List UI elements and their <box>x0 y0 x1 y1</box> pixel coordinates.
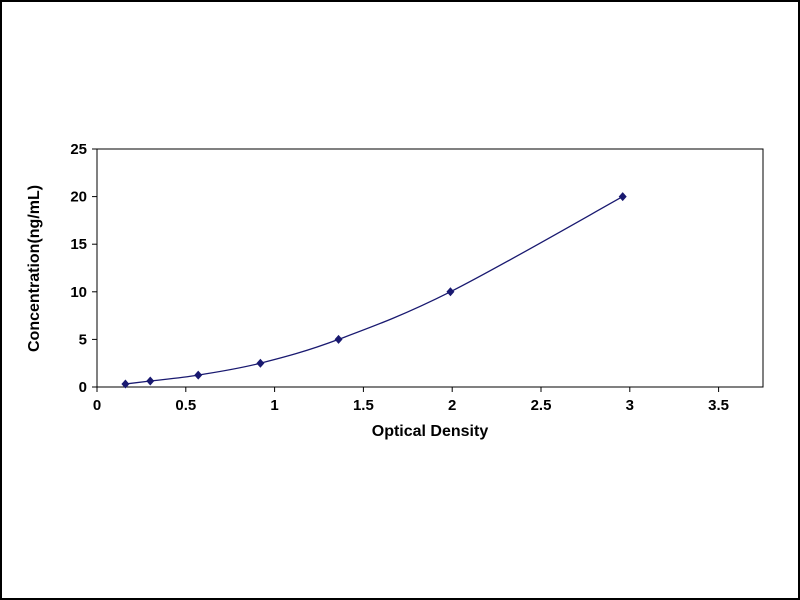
x-axis-title: Optical Density <box>371 423 489 440</box>
y-tick-label: 25 <box>70 141 87 158</box>
data-point-marker <box>194 370 203 380</box>
y-tick-label: 5 <box>79 331 87 348</box>
data-point-marker <box>146 376 155 386</box>
data-point-marker <box>256 358 265 368</box>
x-tick-label: 1.5 <box>353 397 374 414</box>
x-tick-label: 0.5 <box>175 397 196 414</box>
y-tick-label: 15 <box>70 236 87 253</box>
x-tick-label: 2.5 <box>531 397 552 414</box>
y-tick-label: 20 <box>70 189 87 206</box>
x-tick-label: 2 <box>448 397 456 414</box>
y-tick-label: 10 <box>70 284 87 301</box>
data-point-marker <box>446 287 455 297</box>
data-point-marker <box>618 192 627 202</box>
standard-curve-line <box>125 196 624 385</box>
data-point-marker <box>121 379 130 389</box>
x-tick-label: 3 <box>626 397 634 414</box>
x-tick-label: 0 <box>93 397 101 414</box>
x-tick-label: 3.5 <box>708 397 729 414</box>
data-point-marker <box>334 334 343 344</box>
plot-frame <box>96 148 764 388</box>
y-tick-label: 0 <box>79 379 87 396</box>
x-tick-label: 1 <box>270 397 278 414</box>
